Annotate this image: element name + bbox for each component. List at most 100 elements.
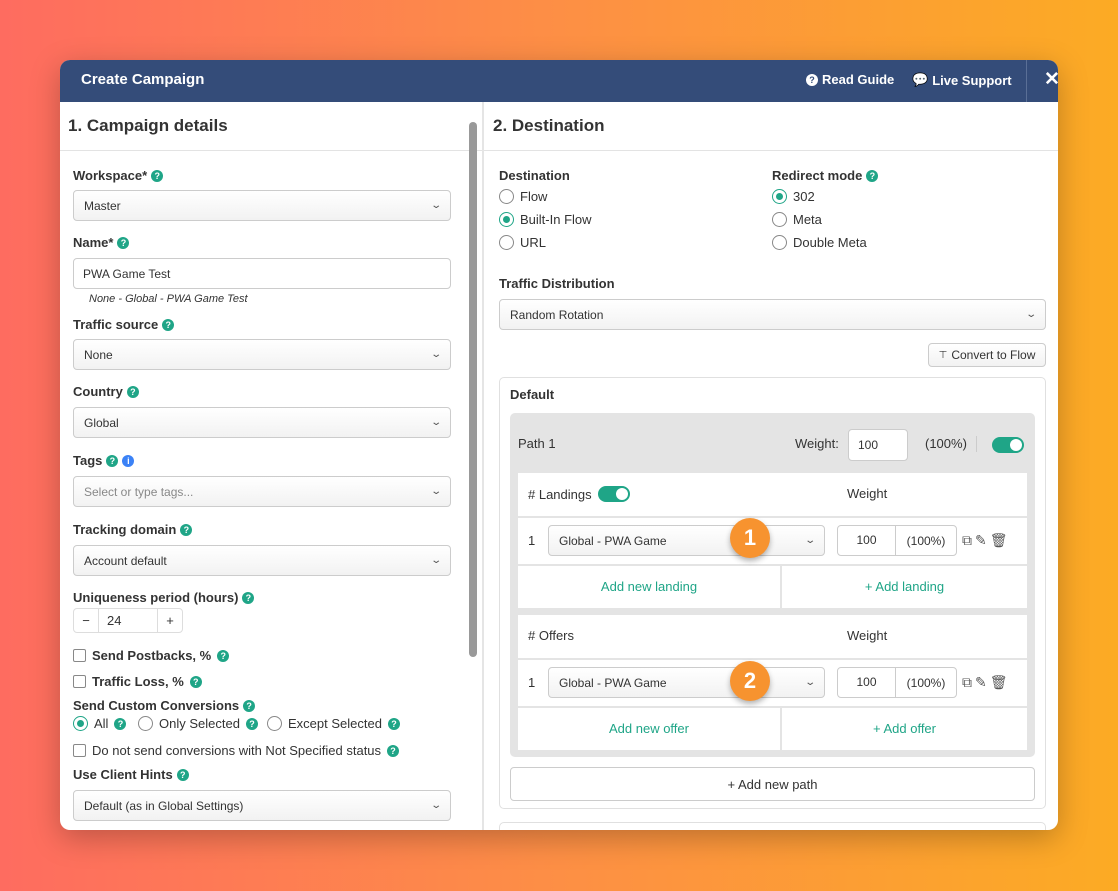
landing-select[interactable]: Global - PWA Game ⌄ (548, 525, 825, 556)
scrollbar[interactable] (469, 122, 477, 657)
help-icon: ? (866, 169, 879, 182)
add-offer-button[interactable]: + Add offer (782, 708, 1027, 750)
read-guide-link[interactable]: ? Read Guide (806, 72, 894, 87)
radio-302[interactable]: 302 (772, 189, 815, 204)
destination-label: Destination (499, 168, 570, 183)
radio-flow[interactable]: Flow (499, 189, 547, 204)
landing-weight-percent: (100%) (906, 533, 946, 548)
landing-weight-field[interactable]: 100 (100%) (837, 525, 957, 556)
name-input[interactable]: PWA Game Test (73, 258, 451, 289)
help-icon: ? (217, 649, 230, 662)
help-icon: ? (117, 236, 130, 249)
uniqueness-label: Uniqueness period (hours)? (73, 590, 255, 605)
not-specified-checkbox[interactable]: Do not send conversions with Not Specifi… (73, 743, 400, 758)
uniqueness-input[interactable]: 24 (99, 609, 158, 632)
chevron-down-icon: ⌄ (429, 200, 442, 211)
live-support-link[interactable]: 💬 Live Support (912, 72, 1012, 88)
pencil-icon[interactable]: ✎ (975, 674, 987, 690)
help-icon: ? (151, 169, 164, 182)
help-icon: ? (242, 591, 255, 604)
header-divider (1026, 60, 1027, 102)
add-new-offer-button[interactable]: Add new offer (518, 708, 780, 750)
destination-title: 2. Destination (493, 116, 605, 135)
workspace-select[interactable]: Master ⌄ (73, 190, 451, 221)
radio-double-meta[interactable]: Double Meta (772, 235, 867, 250)
minus-button[interactable]: − (74, 609, 99, 632)
path-weight-input[interactable]: 100 (848, 429, 908, 461)
read-guide-label: Read Guide (822, 72, 895, 87)
country-select[interactable]: Global ⌄ (73, 407, 451, 438)
tracking-domain-label: Tracking domain? (73, 522, 193, 537)
landing-weight-input[interactable]: 100 (838, 526, 896, 555)
traffic-loss-checkbox[interactable]: Traffic Loss, %? (73, 674, 202, 689)
traffic-source-label: Traffic source? (73, 317, 175, 332)
default-label: Default (510, 387, 555, 402)
landing-index: 1 (528, 533, 536, 548)
radio-built-in-flow[interactable]: Built-In Flow (499, 212, 592, 227)
traffic-distribution-label: Traffic Distribution (499, 276, 615, 291)
offers-header (518, 615, 1027, 658)
chevron-down-icon: ⌄ (429, 555, 442, 566)
campaign-details-title: 1. Campaign details (68, 116, 228, 135)
offer-index: 1 (528, 675, 536, 690)
info-icon: i (122, 454, 135, 467)
help-icon: ? (126, 385, 139, 398)
question-icon: ? (806, 73, 818, 86)
external-link-icon[interactable]: ⧉ (962, 674, 972, 690)
client-hints-label: Use Client Hints? (73, 767, 189, 782)
radio-meta[interactable]: Meta (772, 212, 822, 227)
trash-icon[interactable]: 🗑 (989, 532, 1008, 548)
traffic-distribution-select[interactable]: Random Rotation ⌄ (499, 299, 1046, 330)
chevron-down-icon: ⌄ (1024, 309, 1037, 320)
name-label: Name*? (73, 235, 130, 250)
next-group (499, 822, 1046, 830)
traffic-source-select[interactable]: None ⌄ (73, 339, 451, 370)
landings-toggle[interactable] (597, 486, 630, 502)
landing-actions: ⧉ ✎ 🗑 (962, 532, 1008, 549)
panel-divider (482, 102, 484, 830)
pencil-icon[interactable]: ✎ (975, 532, 987, 548)
chevron-down-icon: ⌄ (429, 349, 442, 360)
offer-weight-input[interactable]: 100 (838, 668, 896, 697)
landings-weight-header: Weight (847, 486, 888, 501)
path-name: Path 1 (518, 436, 556, 451)
path-weight-label: Weight: (795, 436, 839, 451)
radio-except-selected[interactable]: Except Selected? (267, 716, 400, 731)
external-link-icon[interactable]: ⧉ (962, 532, 972, 548)
add-new-path-button[interactable]: + Add new path (510, 767, 1035, 801)
convert-to-flow-button[interactable]: ⊤ Convert to Flow (928, 343, 1046, 367)
step-badge-1: 1 (730, 518, 770, 558)
radio-url[interactable]: URL (499, 235, 546, 250)
add-new-landing-button[interactable]: Add new landing (518, 566, 780, 608)
divider (60, 150, 482, 151)
add-landing-button[interactable]: + Add landing (782, 566, 1027, 608)
send-postbacks-checkbox[interactable]: Send Postbacks, %? (73, 648, 230, 663)
offer-select[interactable]: Global - PWA Game ⌄ (548, 667, 825, 698)
modal-header: Create Campaign ? Read Guide 💬 Live Suppor… (60, 60, 1058, 102)
offer-actions: ⧉ ✎ 🗑 (962, 674, 1008, 691)
chat-icon: 💬 (912, 72, 929, 87)
radio-only-selected[interactable]: Only Selected? (138, 716, 258, 731)
help-icon: ? (189, 675, 202, 688)
custom-conversions-label: Send Custom Conversions? (73, 698, 256, 713)
tracking-domain-select[interactable]: Account default ⌄ (73, 545, 451, 576)
trash-icon[interactable]: 🗑 (989, 674, 1008, 690)
tags-label: Tags? i (73, 453, 135, 468)
plus-button[interactable]: + (166, 613, 174, 628)
help-icon: ? (243, 699, 256, 712)
client-hints-select[interactable]: Default (as in Global Settings) ⌄ (73, 790, 451, 821)
divider (484, 150, 1058, 151)
radio-all[interactable]: All? (73, 716, 127, 731)
help-icon: ? (162, 318, 175, 331)
uniqueness-stepper[interactable]: − 24 + (73, 608, 183, 633)
close-icon[interactable]: ✕ (1044, 69, 1058, 90)
help-icon: ? (180, 523, 193, 536)
path-toggle[interactable] (992, 437, 1024, 453)
sitemap-icon: ⊤ (938, 349, 948, 361)
step-badge-2: 2 (730, 661, 770, 701)
country-label: Country? (73, 384, 139, 399)
tags-select[interactable]: Select or type tags... ⌄ (73, 476, 451, 507)
name-hint: None - Global - PWA Game Test (89, 293, 248, 305)
offer-weight-field[interactable]: 100 (100%) (837, 667, 957, 698)
chevron-down-icon: ⌄ (429, 486, 442, 497)
